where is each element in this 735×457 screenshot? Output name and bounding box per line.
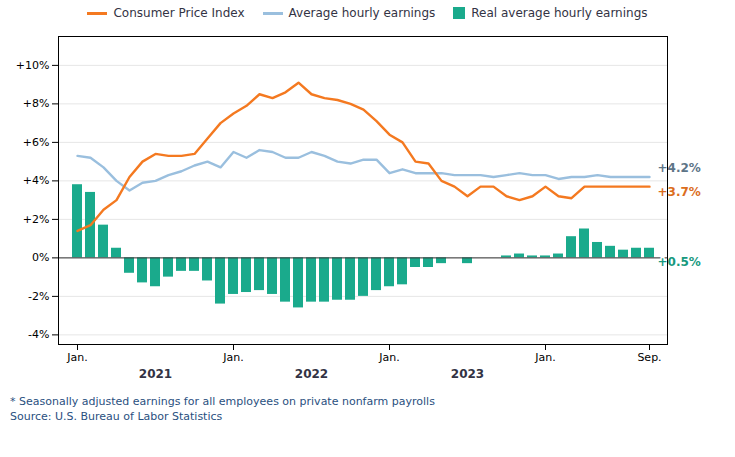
svg-text:2023: 2023 [451,367,484,381]
svg-text:+2%: +2% [23,213,50,226]
html-text:Average hourly earnings: Average hourly earnings [288,6,436,20]
svg-text:-4%: -4% [28,328,49,341]
svg-text:Sep.: Sep. [637,351,661,364]
html-text:Real average hourly earnings: Real average hourly earnings [471,6,648,20]
html-text:Source: U.S. Bureau of Labor S: Source: U.S. Bureau of Labor Statistics [10,410,223,423]
svg-text:0%: 0% [32,251,49,264]
svg-text:2022: 2022 [295,367,328,381]
svg-text:+10%: +10% [16,59,50,72]
svg-text:+0.5%: +0.5% [658,255,701,269]
svg-text:+8%: +8% [23,97,50,110]
svg-text:Jan.: Jan. [66,351,87,364]
svg-text:Jan.: Jan. [534,351,555,364]
svg-text:+4%: +4% [23,174,50,187]
svg-text:+3.7%: +3.7% [658,185,701,199]
svg-text:2021: 2021 [139,367,172,381]
svg-text:Jan.: Jan. [222,351,243,364]
html-text:* Seasonally adjusted earnings: * Seasonally adjusted earnings for all e… [10,395,435,408]
html-text:Consumer Price Index: Consumer Price Index [113,6,245,20]
svg-text:+4.2%: +4.2% [658,161,701,175]
svg-text:Jan.: Jan. [378,351,399,364]
svg-text:+6%: +6% [23,136,50,149]
svg-text:-2%: -2% [28,290,49,303]
